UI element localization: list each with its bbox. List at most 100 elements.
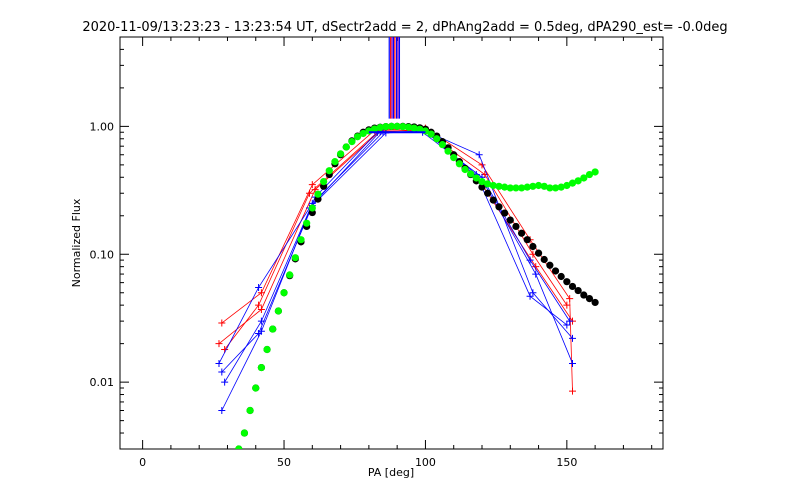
data-point [297, 236, 305, 244]
data-point [478, 177, 486, 186]
data-point [376, 123, 384, 132]
data-point [461, 165, 469, 174]
data-point [489, 196, 497, 204]
data-point [314, 195, 322, 203]
data-point [517, 184, 526, 192]
data-point [512, 184, 520, 192]
data-point [252, 384, 260, 392]
data-point [472, 174, 480, 182]
data-point [569, 334, 576, 342]
data-point [274, 307, 282, 315]
data-point [433, 135, 441, 143]
data-point [257, 305, 265, 313]
data-point [450, 154, 458, 162]
data-point [534, 181, 543, 190]
data-point [495, 182, 503, 190]
data-point [370, 125, 379, 133]
data-point [551, 267, 560, 275]
data-point [467, 170, 475, 178]
data-point [320, 177, 328, 186]
x-tick-label: 50 [277, 456, 291, 469]
data-point [263, 345, 271, 354]
data-point [529, 242, 537, 251]
axis-ticks: 0 50 100 150 0.01 0.10 1.00 [90, 36, 663, 469]
data-point [585, 295, 594, 303]
x-tick-label: 100 [415, 456, 436, 469]
series-line [218, 130, 573, 344]
data-point [534, 249, 543, 257]
data-point [325, 167, 333, 175]
data-point [404, 123, 413, 131]
data-point [501, 209, 509, 217]
y-axis-label: Normalized Flux [70, 198, 83, 287]
data-point [563, 321, 571, 329]
data-point [563, 181, 571, 190]
data-point [416, 125, 424, 133]
data-point [557, 183, 565, 191]
data-point [526, 292, 534, 300]
data-point [382, 123, 390, 131]
series-layer [215, 37, 599, 449]
series-line [224, 131, 573, 383]
data-point [246, 406, 254, 415]
y-tick-label: 0.01 [90, 376, 115, 389]
data-point [257, 289, 265, 297]
data-point [359, 129, 367, 138]
data-point [240, 429, 249, 437]
data-point [235, 445, 243, 449]
data-point [218, 368, 226, 376]
data-point [342, 143, 350, 151]
x-tick-label: 150 [556, 456, 577, 469]
data-point [484, 180, 492, 188]
data-point [512, 222, 520, 231]
data-point [566, 317, 574, 325]
data-point [529, 182, 537, 190]
chart-title: 2020-11-09/13:23:23 - 13:23:54 UT, dSect… [82, 20, 727, 35]
data-point [563, 278, 571, 286]
data-point [387, 122, 396, 130]
data-point [495, 203, 503, 211]
data-point [393, 122, 401, 130]
data-point [506, 184, 514, 192]
data-point [569, 387, 576, 395]
data-point [557, 272, 565, 281]
data-point [523, 236, 531, 244]
data-point [585, 170, 594, 179]
x-tick-label: 0 [139, 456, 146, 469]
y-tick-label: 0.10 [90, 248, 115, 261]
data-point [303, 219, 311, 227]
data-point [540, 255, 548, 264]
data-point [484, 189, 492, 197]
data-point [314, 190, 322, 198]
data-point [331, 158, 339, 166]
data-point [255, 283, 263, 291]
data-point [427, 130, 435, 138]
data-point [291, 254, 299, 262]
data-point [399, 123, 407, 131]
data-point [580, 174, 588, 182]
data-point [221, 378, 229, 386]
data-point [269, 325, 277, 333]
data-point [308, 204, 316, 212]
data-point [568, 282, 577, 291]
data-point [444, 147, 452, 155]
data-point [532, 270, 540, 278]
data-point [478, 183, 486, 191]
data-point [410, 124, 418, 132]
data-point [455, 160, 463, 168]
data-point [489, 181, 497, 190]
data-point [218, 319, 226, 327]
y-tick-label: 1.00 [90, 120, 115, 133]
data-point [286, 271, 294, 279]
x-axis-label: PA [deg] [368, 466, 414, 479]
data-point [591, 168, 599, 176]
data-point [566, 295, 574, 303]
series-line [221, 131, 568, 373]
data-point [591, 298, 599, 307]
data-point [308, 181, 316, 189]
data-point [501, 183, 509, 191]
data-point [563, 301, 571, 309]
data-point [257, 363, 266, 372]
data-point [546, 261, 554, 269]
